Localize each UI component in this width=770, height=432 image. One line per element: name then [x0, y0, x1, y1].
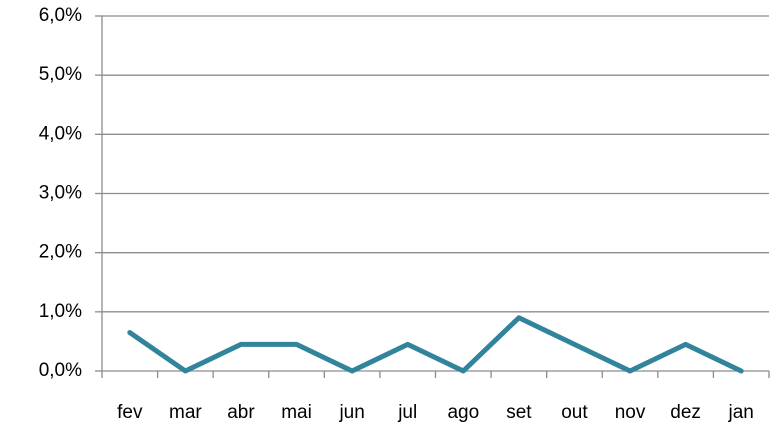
line-series	[127, 315, 744, 374]
x-tick-label: jul	[397, 402, 417, 423]
x-tick-label: ago	[447, 402, 479, 423]
x-tick-label: abr	[227, 402, 255, 423]
x-tick-label: dez	[670, 402, 701, 423]
y-tick-label: 6,0%	[39, 5, 82, 26]
y-tick-label: 0,0%	[39, 360, 82, 381]
y-tick-label: 4,0%	[39, 123, 82, 144]
y-tick-label: 3,0%	[39, 183, 82, 204]
y-tick-label: 5,0%	[39, 64, 82, 85]
x-tick-label: mai	[281, 402, 312, 423]
y-tick-label: 1,0%	[39, 301, 82, 322]
y-tick-label: 2,0%	[39, 242, 82, 263]
x-tick-label: jan	[728, 402, 754, 423]
x-tick-label: mar	[169, 402, 202, 423]
x-tick-label: fev	[117, 402, 143, 423]
x-tick-label: jun	[338, 402, 364, 423]
x-tick-label: out	[561, 402, 588, 423]
x-tick-label: nov	[615, 402, 646, 423]
x-tick-label: set	[506, 402, 532, 423]
